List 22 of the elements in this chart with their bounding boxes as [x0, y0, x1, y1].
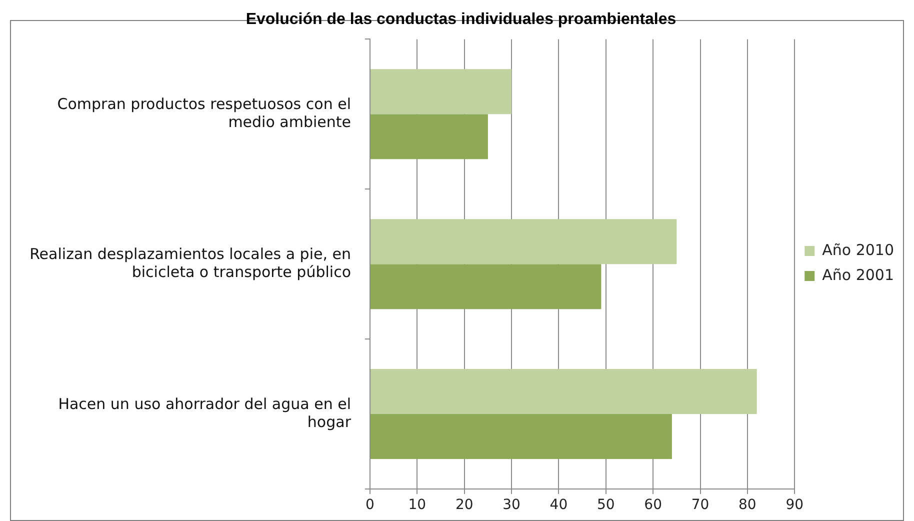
x-tick-label: 70	[691, 497, 710, 514]
x-tick-label: 30	[502, 497, 520, 514]
legend-label: Año 2010	[822, 240, 894, 259]
bar	[370, 264, 602, 310]
legend-label: Año 2001	[822, 266, 894, 284]
y-tick-label: Realizan desplazamientos locales a pie, en bicicleta o transporte público	[30, 244, 351, 281]
x-tick-label: 60	[644, 497, 662, 514]
bar	[370, 219, 677, 264]
x-tick-label: 20	[455, 497, 474, 514]
x-tick-label: 40	[550, 497, 568, 514]
bar	[370, 369, 757, 414]
x-tick-label: 10	[408, 497, 426, 514]
x-tick-label: 80	[738, 497, 756, 514]
bar	[370, 414, 672, 460]
bar	[370, 69, 512, 114]
chart-title: Evolución de las conductas individuales proambientales	[246, 11, 676, 28]
y-tick-label: Compran productos respetuosos con el medio ambiente	[57, 95, 351, 132]
x-tick-label: 90	[786, 497, 804, 514]
x-tick-label: 0	[366, 497, 374, 514]
x-tick-label: 50	[596, 497, 615, 514]
y-tick-label: Hacen un uso ahorrador del agua en el hogar	[58, 394, 352, 431]
bar	[370, 114, 488, 160]
